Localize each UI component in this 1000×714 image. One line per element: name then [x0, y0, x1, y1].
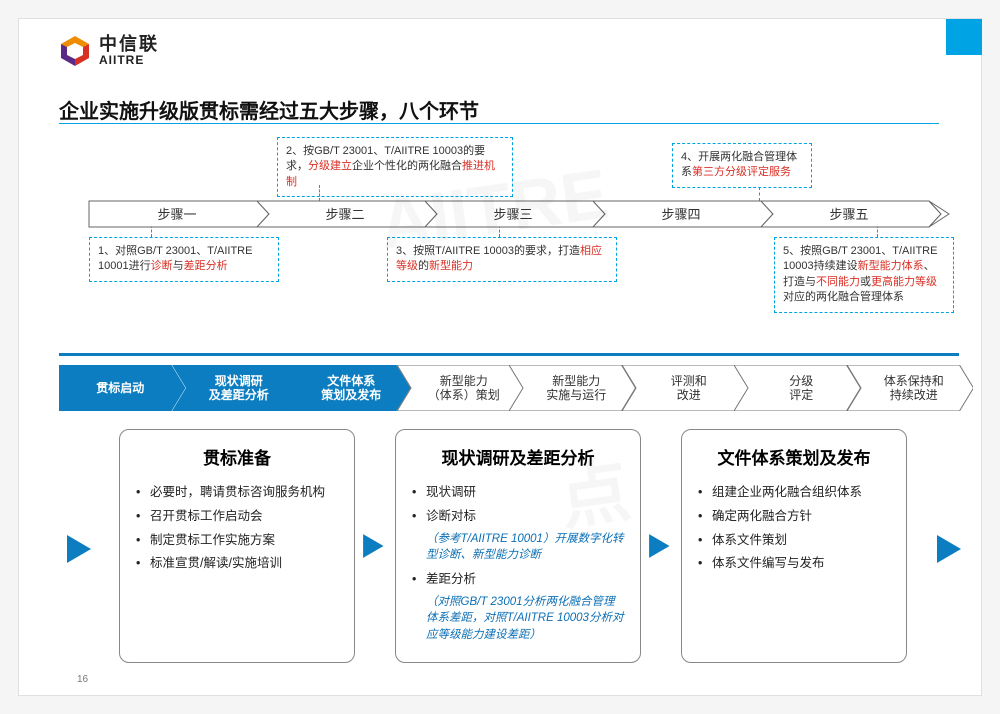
- flow-arrow-start-icon: [61, 529, 101, 569]
- logo: 中信联 AIITRE: [59, 35, 159, 67]
- card-title: 现状调研及差距分析: [412, 444, 624, 469]
- logo-text-en: AIITRE: [99, 54, 159, 67]
- card-item: 现状调研: [412, 481, 624, 505]
- process-step-4: 新型能力 （体系）策划: [397, 365, 524, 411]
- section-divider: [59, 353, 959, 356]
- flow-arrow-icon: [355, 429, 395, 663]
- card-title: 文件体系策划及发布: [698, 444, 890, 469]
- process-step-1: 贯标启动: [59, 365, 186, 411]
- card-item-note: （参考T/AIITRE 10001）开展数字化转型诊断、新型能力诊断: [412, 531, 624, 564]
- process-step-6: 评测和 改进: [622, 365, 749, 411]
- logo-text-cn: 中信联: [99, 35, 159, 54]
- card-item: 差距分析: [412, 568, 624, 592]
- process-step-2: 现状调研 及差距分析: [172, 365, 299, 411]
- slide: 中信联 AIITRE 企业实施升级版贯标需经过五大步骤，八个环节 1、对照GB/…: [18, 18, 982, 696]
- callout-3: 3、按照T/AIITRE 10003的要求，打造相应等级的新型能力: [387, 237, 617, 282]
- card-item: 必要时，聘请贯标咨询服务机构: [136, 481, 338, 505]
- page-number: 16: [77, 674, 88, 685]
- callout-2: 2、按GB/T 23001、T/AIITRE 10003的要求，分级建立企业个性…: [277, 137, 513, 197]
- card-item: 确定两化融合方针: [698, 505, 890, 529]
- process-step-7: 分级 评定: [734, 365, 861, 411]
- card-item: 标准宣贯/解读/实施培训: [136, 552, 338, 576]
- svg-text:步骤一: 步骤一: [157, 207, 196, 222]
- process-step-3: 文件体系 策划及发布: [284, 365, 411, 411]
- callout-1: 1、对照GB/T 23001、T/AIITRE 10001进行诊断与差距分析: [89, 237, 279, 282]
- step-timeline: 步骤一 步骤二 步骤三 步骤四 步骤五: [89, 199, 949, 229]
- card-item: 体系文件策划: [698, 529, 890, 553]
- callout-4: 4、开展两化融合管理体系第三方分级评定服务: [672, 143, 812, 188]
- corner-accent: [946, 19, 982, 55]
- svg-text:步骤五: 步骤五: [829, 207, 868, 222]
- svg-text:步骤四: 步骤四: [661, 207, 700, 222]
- process-step-8: 体系保持和 持续改进: [847, 365, 974, 411]
- svg-text:步骤二: 步骤二: [325, 207, 364, 222]
- card-item: 召开贯标工作启动会: [136, 505, 338, 529]
- card-item: 组建企业两化融合组织体系: [698, 481, 890, 505]
- detail-cards: 贯标准备必要时，聘请贯标咨询服务机构召开贯标工作启动会制定贯标工作实施方案标准宣…: [119, 429, 949, 663]
- card-item: 体系文件编写与发布: [698, 552, 890, 576]
- process-chevrons: 贯标启动 现状调研 及差距分析 文件体系 策划及发布 新型能力 （体系）策划 新…: [59, 365, 959, 411]
- flow-arrow-icon: [641, 429, 681, 663]
- page-title: 企业实施升级版贯标需经过五大步骤，八个环节: [59, 95, 479, 124]
- card-3: 文件体系策划及发布组建企业两化融合组织体系确定两化融合方针体系文件策划体系文件编…: [681, 429, 907, 663]
- card-item-note: （对照GB/T 23001分析两化融合管理体系差距，对照T/AIITRE 100…: [412, 594, 624, 644]
- callout-5: 5、按照GB/T 23001、T/AIITRE 10003持续建设新型能力体系、…: [774, 237, 954, 313]
- process-step-5: 新型能力 实施与运行: [509, 365, 636, 411]
- card-1: 贯标准备必要时，聘请贯标咨询服务机构召开贯标工作启动会制定贯标工作实施方案标准宣…: [119, 429, 355, 663]
- flow-arrow-end-icon: [931, 529, 971, 569]
- title-underline: [59, 123, 939, 124]
- logo-icon: [59, 35, 91, 67]
- card-title: 贯标准备: [136, 444, 338, 469]
- card-item: 诊断对标: [412, 505, 624, 529]
- card-item: 制定贯标工作实施方案: [136, 529, 338, 553]
- svg-text:步骤三: 步骤三: [493, 207, 532, 222]
- card-2: 现状调研及差距分析现状调研诊断对标（参考T/AIITRE 10001）开展数字化…: [395, 429, 641, 663]
